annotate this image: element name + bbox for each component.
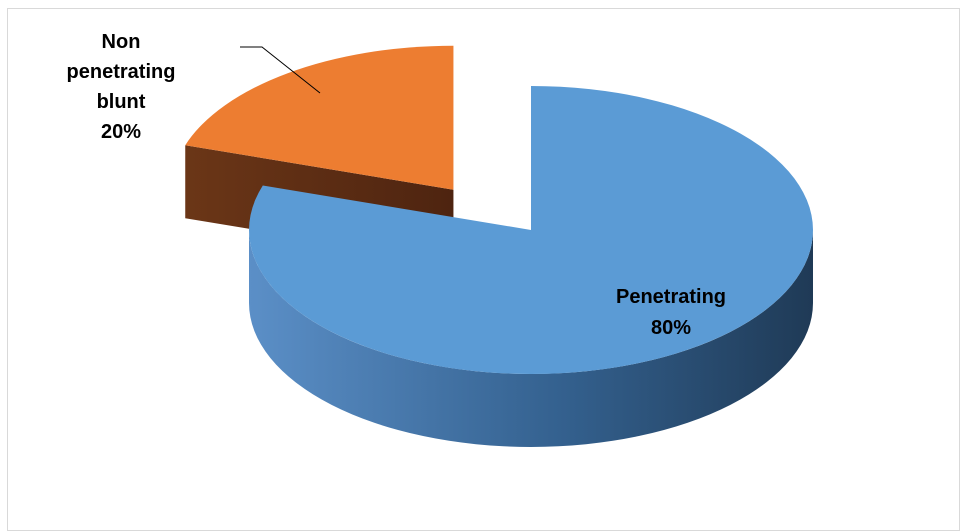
pie-slices [185, 45, 813, 447]
data-label-penetrating: Penetrating 80% [616, 286, 726, 339]
slice-non-penetrating-blunt [185, 45, 454, 190]
data-label-line: 80% [651, 317, 691, 339]
data-label-line: blunt [97, 91, 146, 113]
slice-penetrating [248, 86, 813, 374]
slice-side-penetrating [249, 230, 813, 447]
data-label-line: 20% [101, 121, 141, 143]
data-label-non-penetrating-blunt: Non penetrating blunt 20% [67, 31, 176, 143]
pie-labels: Non penetrating blunt 20% Penetrating 80% [67, 31, 726, 339]
data-label-line: penetrating [67, 61, 176, 83]
data-label-line: Penetrating [616, 286, 726, 308]
data-label-line: Non [102, 31, 141, 53]
leader-line-non-penetrating-blunt [240, 46, 321, 94]
